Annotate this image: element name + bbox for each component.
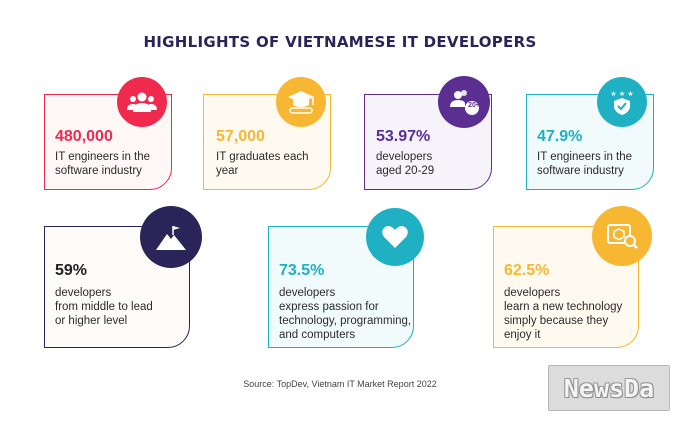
people-age-icon: 20+: [438, 76, 490, 128]
shield-stars-icon: ★ ★ ★: [597, 77, 647, 127]
stat-card-developer-level: [44, 226, 190, 348]
stat-desc-line: aged 20-29: [376, 165, 435, 177]
mountain-flag-icon: [140, 206, 202, 268]
stat-desc-line: express passion for: [279, 301, 379, 313]
stat-value: 59%: [55, 262, 88, 279]
svg-text:★ ★ ★: ★ ★ ★: [610, 90, 633, 98]
stat-desc-line: or higher level: [55, 315, 128, 327]
newsda-watermark: NewsDa: [548, 365, 670, 411]
stat-desc-line: developers: [376, 151, 433, 163]
stat-desc-line: developers: [55, 287, 112, 299]
stat-desc-line: IT engineers in the: [55, 151, 151, 163]
stat-card-learning: [493, 226, 639, 348]
stat-desc-line: simply because they: [504, 315, 609, 327]
cube-search-icon: [592, 206, 652, 266]
stat-value: 73.5%: [279, 262, 325, 279]
stat-desc-line: technology, programming,: [279, 315, 412, 327]
stat-desc-line: enjoy it: [504, 329, 541, 341]
stat-desc-line: and computers: [279, 329, 356, 341]
stat-value: 57,000: [216, 128, 265, 145]
heart-icon: [366, 208, 424, 266]
page-title: HIGHLIGHTS OF VIETNAMESE IT DEVELOPERS: [143, 33, 537, 51]
stat-desc-line: developers: [504, 287, 561, 299]
stat-value: 62.5%: [504, 262, 550, 279]
stat-desc-line: developers: [279, 287, 336, 299]
stat-desc-line: year: [216, 165, 239, 177]
source-caption: Source: TopDev, Vietnam IT Market Report…: [243, 379, 437, 389]
age-badge: 20+: [468, 102, 480, 109]
stat-desc-line: learn a new technology: [504, 301, 623, 313]
stat-value: 480,000: [55, 128, 113, 145]
stat-value: 53.97%: [376, 128, 431, 145]
people-group-icon: [117, 77, 167, 127]
stat-desc-line: from middle to lead: [55, 301, 153, 313]
stat-desc-line: IT graduates each: [216, 151, 309, 163]
stat-desc-line: IT engineers in the: [537, 151, 633, 163]
stat-desc-line: software industry: [55, 165, 142, 177]
stat-value: 47.9%: [537, 128, 583, 145]
graduation-diploma-icon: [276, 77, 326, 127]
stat-desc-line: software industry: [537, 165, 624, 177]
